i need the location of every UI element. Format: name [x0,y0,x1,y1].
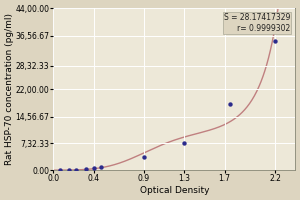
Point [73,168,78,172]
Text: S = 28.17417329
r= 0.9999302: S = 28.17417329 r= 0.9999302 [224,13,290,33]
Point [182,141,187,144]
Point [98,165,103,168]
Point [91,167,96,170]
Point [273,40,278,43]
Point [66,168,71,172]
Point [58,169,63,172]
Point [227,102,232,106]
X-axis label: Optical Density: Optical Density [140,186,209,195]
Y-axis label: Rat HSP-70 concentration (pg/ml): Rat HSP-70 concentration (pg/ml) [5,13,14,165]
Point [142,156,146,159]
Point [83,168,88,171]
